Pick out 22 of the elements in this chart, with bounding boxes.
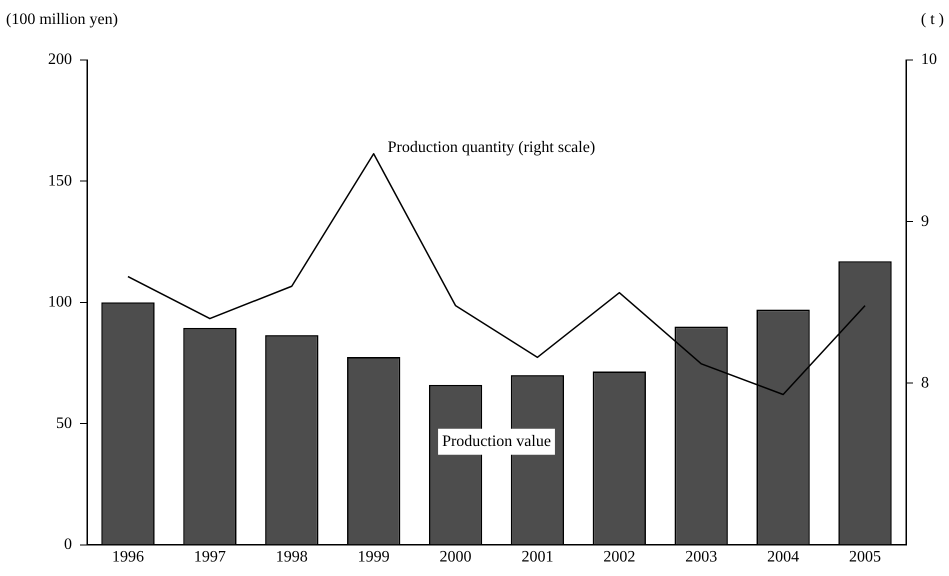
x-tick-label: 1997 bbox=[194, 548, 226, 566]
y2-tick-label: 10 bbox=[921, 51, 937, 68]
x-tick-label: 1998 bbox=[276, 548, 308, 566]
y-tick-label: 50 bbox=[56, 414, 72, 432]
x-tick-label: 1996 bbox=[112, 548, 144, 566]
y-tick-label: 150 bbox=[48, 172, 72, 190]
x-tick-label: 2004 bbox=[767, 548, 800, 566]
y-tick-label: 0 bbox=[64, 536, 72, 554]
x-tick-label: 2001 bbox=[521, 548, 554, 566]
series-label: Production quantity (right scale) bbox=[388, 138, 596, 156]
series-label: Production value bbox=[442, 433, 551, 450]
y-tick-label: 100 bbox=[48, 294, 72, 311]
y-axis-title: (100 million yen) bbox=[6, 11, 118, 28]
y2-tick-label: 8 bbox=[921, 374, 929, 392]
y-tick-label: 200 bbox=[48, 51, 72, 68]
x-tick-label: 2000 bbox=[440, 548, 472, 566]
x-tick-label: 2005 bbox=[849, 548, 882, 566]
y2-tick-label: 9 bbox=[921, 212, 929, 230]
y2-axis-title: ( t ) bbox=[920, 11, 944, 28]
x-tick-label: 2003 bbox=[685, 548, 718, 566]
x-tick-label: 2002 bbox=[603, 548, 636, 566]
x-tick-label: 1999 bbox=[358, 548, 390, 566]
